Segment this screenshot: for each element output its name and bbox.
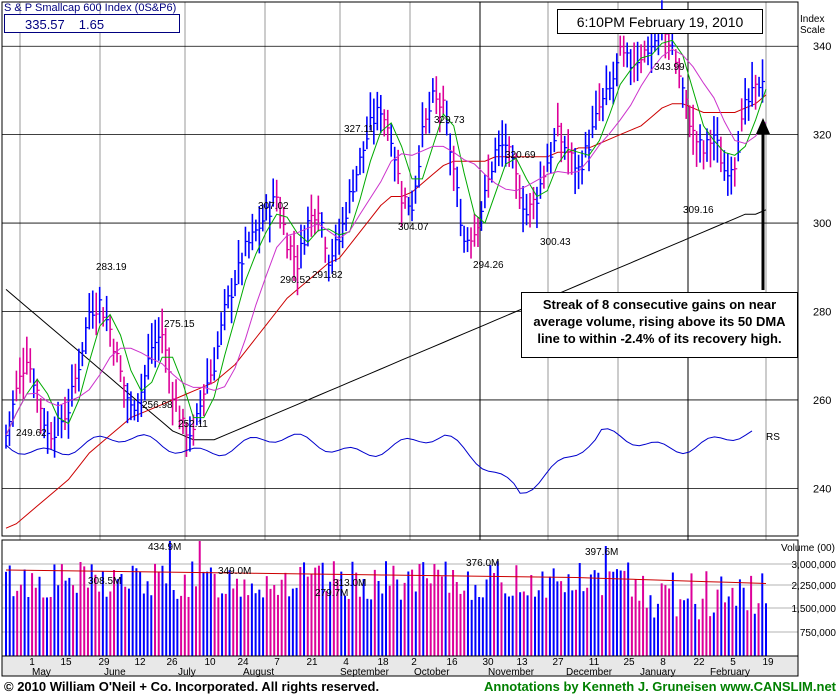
volume-tick-label: 2,250,000 (792, 581, 837, 592)
date-day-label: 12 (134, 657, 146, 668)
volume-label: 397.6M (585, 547, 618, 558)
quote-box: 335.57 1.65 (4, 14, 180, 33)
annotation-box: Streak of 8 consecutive gains on near av… (521, 292, 798, 358)
price-point-label: 329.73 (434, 115, 465, 126)
index-name: S & P Smallcap 600 Index (4, 2, 132, 14)
volume-tick-label: 1,500,000 (792, 604, 837, 615)
price-point-label: 320.69 (505, 150, 536, 161)
volume-tick-label: 750,000 (800, 628, 837, 639)
price-point-label: 252.11 (178, 419, 208, 430)
date-month-label: July (178, 667, 196, 678)
price-tick-label: 260 (813, 395, 831, 407)
scale-label-line2: Scale (800, 25, 825, 36)
price-point-label: 307.02 (258, 201, 289, 212)
volume-label: 313.0M (333, 578, 366, 589)
timestamp-box: 6:10PM February 19, 2010 (557, 9, 763, 34)
volume-axis-title: Volume (00) (781, 543, 835, 554)
copyright: © 2010 William O'Neil + Co. Incorporated… (4, 679, 379, 694)
volume-label: 349.0M (218, 566, 251, 577)
date-day-label: 25 (623, 657, 635, 668)
date-month-label: February (710, 667, 750, 678)
price-point-label: 249.62 (16, 428, 47, 439)
price-tick-label: 300 (813, 218, 831, 230)
price-point-label: 283.19 (96, 262, 127, 273)
credit: Annotations by Kenneth J. Gruneisen www.… (484, 679, 836, 694)
price-tick-label: 340 (813, 41, 831, 53)
volume-tick-label: 3,000,000 (792, 560, 837, 571)
price-point-label: 343.99 (654, 62, 685, 73)
date-day-label: 15 (60, 657, 72, 668)
date-day-label: 26 (166, 657, 178, 668)
date-day-label: 22 (693, 657, 705, 668)
date-month-label: January (640, 667, 676, 678)
price-axis-labels: 240 260 280 300 320 340 (813, 41, 831, 495)
volume-label: 376.0M (466, 558, 499, 569)
price-point-label: 275.15 (164, 319, 195, 330)
date-day-label: 7 (274, 657, 280, 668)
date-month-label: May (32, 667, 51, 678)
date-month-label: November (488, 667, 535, 678)
change-value: 1.65 (79, 17, 104, 32)
volume-label: 434.9M (148, 542, 181, 553)
date-month-label: August (243, 667, 274, 678)
price-point-label: 300.43 (540, 237, 571, 248)
date-month-label: October (414, 667, 450, 678)
price-point-label: 327.11 (344, 124, 374, 135)
date-day-label: 10 (204, 657, 216, 668)
price-tick-label: 280 (813, 307, 831, 319)
index-symbol: (0S&P6) (135, 2, 177, 14)
date-day-label: 21 (306, 657, 318, 668)
price-point-label: 291.82 (312, 270, 343, 281)
scale-label: Index Scale (800, 14, 825, 36)
price-point-label: 304.07 (398, 222, 429, 233)
date-month-label: December (566, 667, 613, 678)
volume-label: 308.5M (88, 576, 121, 587)
date-month-label: June (104, 667, 126, 678)
date-day-label: 27 (552, 657, 564, 668)
price-value: 335.57 (25, 17, 65, 32)
price-point-label: 256.98 (142, 400, 173, 411)
scale-label-line1: Index (800, 14, 825, 25)
price-point-label: 294.26 (473, 260, 504, 271)
chart-title: S & P Smallcap 600 Index (0S&P6) (4, 2, 176, 14)
price-tick-label: 240 (813, 483, 831, 495)
date-month-label: September (340, 667, 390, 678)
price-point-label: 290.52 (280, 275, 311, 286)
volume-label: 279.7M (315, 588, 348, 599)
rs-label: RS (766, 432, 780, 443)
price-tick-label: 320 (813, 130, 831, 142)
price-point-label: 309.16 (683, 205, 714, 216)
date-day-label: 19 (762, 657, 774, 668)
